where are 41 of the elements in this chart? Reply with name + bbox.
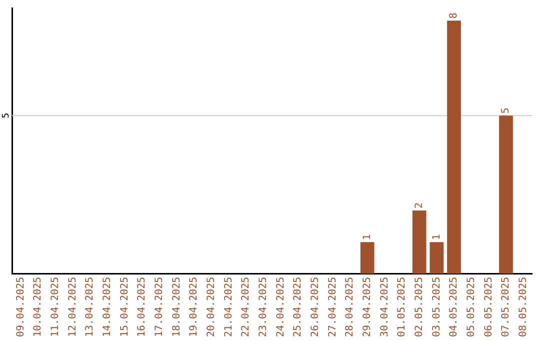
bar [412,210,426,274]
x-tick-label: 15.04.2025 [119,276,130,338]
x-tick-label: 11.04.2025 [50,276,61,338]
x-tick-label: 23.04.2025 [258,276,269,338]
data-label: 1 [431,234,442,240]
x-tick-label: 01.05.2025 [396,276,408,338]
x-tick-label: 02.05.2025 [414,276,425,338]
x-tick-label: 28.04.2025 [344,276,356,338]
bar [430,242,444,274]
data-label: 2 [414,202,425,209]
x-tick-label: 12.04.2025 [67,276,78,338]
x-tick-label: 27.04.2025 [327,276,338,338]
x-tick-label: 22.04.2025 [240,276,252,338]
x-tick-label: 30.04.2025 [379,276,390,338]
x-tick-label: 09.04.2025 [15,276,26,338]
x-tick-label: 13.04.2025 [84,276,96,338]
x-tick-label: 03.05.2025 [431,276,442,338]
x-tick-label: 14.04.2025 [102,276,113,338]
x-tick-label: 21.04.2025 [223,276,234,338]
x-tick-label: 24.04.2025 [275,276,286,338]
x-tick-label: 16.04.2025 [136,276,148,338]
x-tick-label: 25.04.2025 [292,276,304,338]
x-tick-label: 29.04.2025 [362,276,373,338]
x-tick-label: 18.04.2025 [171,276,182,338]
x-tick-label: 17.04.2025 [154,276,165,338]
x-tick-label: 19.04.2025 [188,276,200,338]
x-tick-label: 04.05.2025 [448,276,460,338]
data-label: 5 [500,108,512,114]
x-tick-label: 10.04.2025 [32,276,44,338]
x-tick-label: 06.05.2025 [483,276,494,338]
x-tick-label: 05.05.2025 [466,276,477,338]
x-tick-label: 07.05.2025 [500,276,512,338]
bar [499,116,513,274]
bar [360,242,374,274]
bar [447,20,461,274]
x-tick-label: 08.05.2025 [518,276,529,338]
data-label: 8 [448,12,460,19]
x-tick-label: 26.04.2025 [310,276,321,338]
data-label: 1 [362,234,373,240]
ref-line-label: 5 [1,112,12,118]
x-tick-label: 20.04.2025 [206,276,217,338]
